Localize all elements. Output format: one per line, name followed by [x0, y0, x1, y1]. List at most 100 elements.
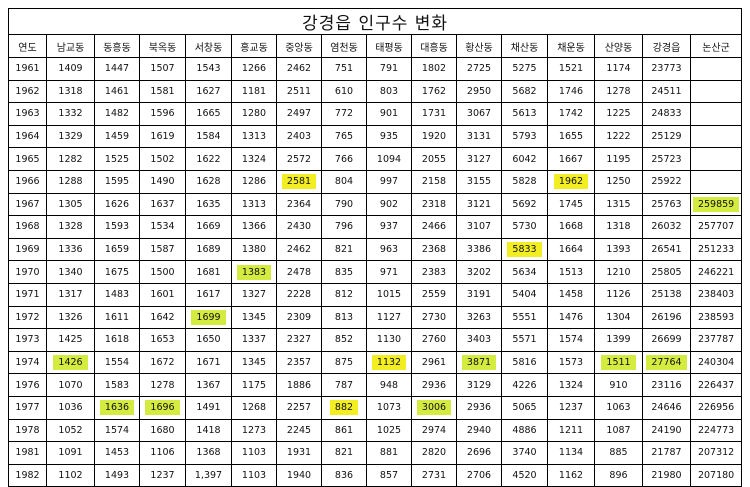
table-cell: 26196: [642, 305, 691, 330]
table-row: 1963 1332 1482 1596 1665 1280 2497 772 901 1731 30…: [8, 102, 743, 126]
table-row: 1981 1091 1453 1106 1368 1103 1931 821 881 2820 26…: [8, 441, 743, 465]
table-cell: 24833: [642, 102, 691, 126]
table-cell: 1329: [46, 124, 95, 149]
table-cell: 240304: [689, 350, 743, 375]
column-header: 서창동: [185, 34, 232, 58]
table-cell: 1611: [94, 305, 140, 330]
table-cell: 3006: [411, 395, 457, 420]
table-cell: 1324: [547, 373, 595, 397]
table-cell: 882: [321, 395, 367, 420]
column-header: 북옥동: [139, 34, 186, 58]
table-cell: 1087: [594, 418, 643, 443]
table-cell: 1459: [94, 124, 140, 149]
table-cell: 1502: [139, 147, 186, 171]
table-cell: 2940: [456, 418, 502, 443]
table-cell: 2055: [411, 147, 457, 171]
table-cell: 1418: [185, 418, 232, 443]
table-cell: 1573: [547, 350, 595, 375]
table-cell: 2974: [411, 418, 457, 443]
table-cell: 1453: [94, 441, 140, 465]
table-cell: 1650: [185, 328, 232, 352]
highlighted-value: 1426: [53, 355, 88, 371]
table-cell: 238593: [689, 305, 743, 330]
table-cell: 1655: [547, 124, 595, 149]
table-cell: 1584: [185, 124, 232, 149]
table-cell: 1305: [46, 192, 95, 217]
year-cell: 1971: [8, 282, 47, 307]
table-cell: 1669: [185, 215, 232, 239]
table-cell: 3107: [456, 215, 502, 239]
population-table-container: 강경읍 인구수 변화 연도 남교동 동흥동 북옥동 서창동 홍교동 중앙동 염천동 태평동 대흥동…: [7, 8, 743, 487]
table-row: 1969 1336 1659 1587 1689 1380 2462 821 963 2368 33…: [8, 237, 743, 262]
table-cell: 2730: [411, 305, 457, 330]
highlighted-value: 3006: [416, 400, 452, 416]
table-cell: 1746: [547, 79, 595, 104]
table-cell: 3386: [456, 237, 502, 262]
table-cell: 25138: [642, 282, 691, 307]
table-cell: 1015: [366, 282, 412, 307]
highlighted-value: 3871: [461, 355, 497, 371]
table-cell: 852: [321, 328, 367, 352]
table-cell: 857: [366, 463, 412, 487]
column-header: 대흥동: [411, 34, 457, 58]
table-cell: 1745: [547, 192, 595, 217]
table-cell: 1025: [366, 418, 412, 443]
year-cell: 1970: [8, 260, 47, 284]
table-cell: 1278: [594, 79, 643, 104]
table-cell: 861: [321, 418, 367, 443]
table-cell: 1175: [231, 373, 277, 397]
table-cell: 3263: [456, 305, 502, 330]
table-cell: 751: [321, 57, 367, 81]
table-cell: 1132: [366, 350, 412, 375]
column-header: 남교동: [46, 34, 95, 58]
year-cell: 1972: [8, 305, 47, 330]
table-cell: 2572: [276, 147, 322, 171]
table-cell: 821: [321, 237, 367, 262]
table-cell: 1181: [231, 79, 277, 104]
header-row: 연도 남교동 동흥동 북옥동 서창동 홍교동 중앙동 염천동 태평동 대흥동 황산동 채산동 채운동 산양…: [8, 34, 743, 58]
table-cell: 1094: [366, 147, 412, 171]
table-row: 1982 1102 1493 1237 1,397 1103 1940 836 857 2731 2…: [8, 463, 743, 487]
table-cell: 1318: [594, 215, 643, 239]
table-cell: 2725: [456, 57, 502, 81]
table-cell: 1073: [366, 395, 412, 420]
table-cell: 1336: [46, 237, 95, 262]
table-cell: 5275: [501, 57, 548, 81]
table-cell: 812: [321, 282, 367, 307]
table-cell: 772: [321, 102, 367, 126]
column-header: 연도: [8, 34, 47, 58]
table-cell: 935: [366, 124, 412, 149]
column-header: 채운동: [547, 34, 595, 58]
table-title: 강경읍 인구수 변화: [7, 8, 743, 35]
table-cell: 1070: [46, 373, 95, 397]
table-cell: 2245: [276, 418, 322, 443]
table-cell: 1318: [46, 79, 95, 104]
table-cell: 4886: [501, 418, 548, 443]
table-cell: 1250: [594, 169, 643, 194]
column-header: 중앙동: [276, 34, 322, 58]
table-body: 1961 1409 1447 1507 1543 1266 2462 751 791 1802 27…: [8, 57, 743, 487]
table-cell: 1635: [185, 192, 232, 217]
table-cell: 836: [321, 463, 367, 487]
table-cell: 1672: [139, 350, 186, 375]
table-cell: 1345: [231, 305, 277, 330]
table-row: 1978 1052 1574 1680 1418 1273 2245 861 1025 2974 2…: [8, 418, 743, 443]
table-cell: 1554: [94, 350, 140, 375]
table-cell: 3129: [456, 373, 502, 397]
table-row: 1961 1409 1447 1507 1543 1266 2462 751 791 1802 27…: [8, 57, 743, 81]
table-cell: 1696: [139, 395, 186, 420]
table-cell: 21980: [642, 463, 691, 487]
table-cell: 2950: [456, 79, 502, 104]
table-row: 1964 1329 1459 1619 1584 1313 2403 765 935 1920 31…: [8, 124, 743, 149]
table-cell: 26699: [642, 328, 691, 352]
table-cell: 5065: [501, 395, 548, 420]
table-cell: 1345: [231, 350, 277, 375]
table-cell: 1327: [231, 282, 277, 307]
table-cell: 1886: [276, 373, 322, 397]
table-cell: 1063: [594, 395, 643, 420]
table-cell: 2478: [276, 260, 322, 284]
table-cell: 787: [321, 373, 367, 397]
table-cell: 1731: [411, 102, 457, 126]
year-cell: 1963: [8, 102, 47, 126]
column-header: 채산동: [501, 34, 548, 58]
